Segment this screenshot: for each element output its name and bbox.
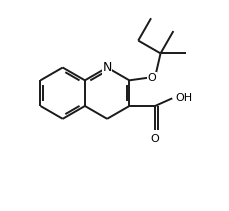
Text: O: O	[147, 73, 156, 83]
Text: O: O	[151, 134, 159, 144]
Text: N: N	[102, 61, 112, 74]
Text: OH: OH	[175, 93, 192, 103]
